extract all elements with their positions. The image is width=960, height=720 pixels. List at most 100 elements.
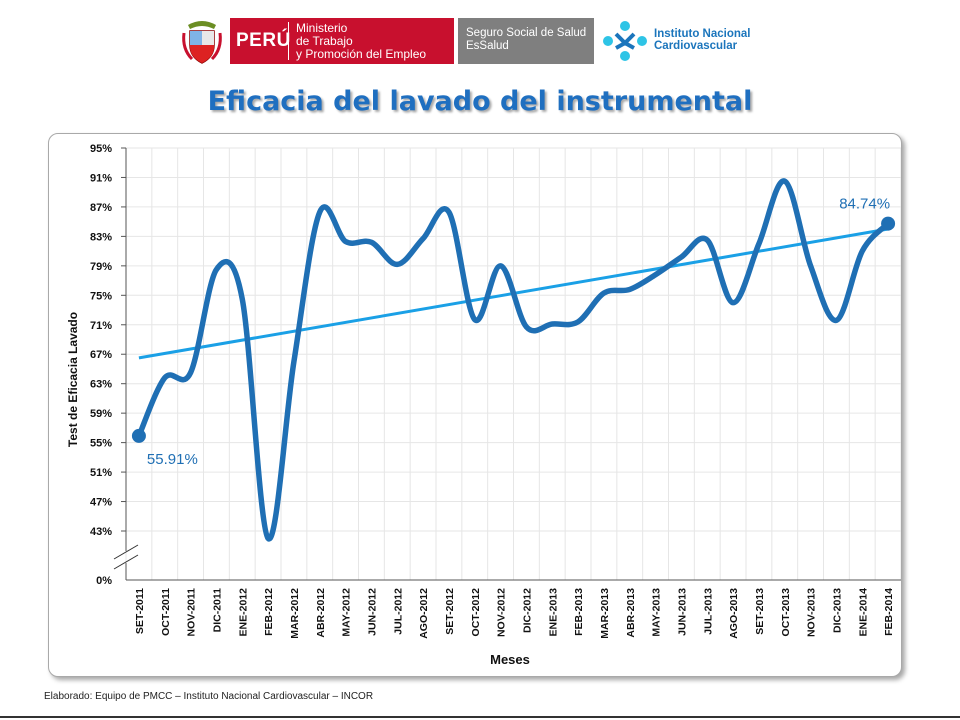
y-tick-label: 51% [90,467,112,479]
data-point [421,236,426,241]
y-tick-label: 43% [90,526,112,538]
x-tick-label: SET-2013 [754,588,766,635]
data-point [317,210,322,215]
bottom-rule [0,716,960,718]
data-point [653,272,658,277]
series-line [136,178,891,542]
x-tick-label: NOV-2012 [496,588,508,637]
x-tick-label: ENE-2012 [237,588,249,637]
axis-break-mark [113,544,139,560]
x-tick-label: AGO-2013 [728,588,740,639]
x-tick-label: FEB-2013 [573,588,585,636]
x-tick-label: OCT-2012 [470,588,482,637]
data-point-marker [881,216,896,231]
x-tick-label: MAY-2012 [341,588,353,637]
incor-cross-icon [603,21,647,61]
y-tick-label: 91% [90,172,112,184]
data-point [808,263,813,268]
incor-line-2: Cardiovascular [654,40,738,52]
data-point [860,249,865,254]
x-tick-label: JUN-2012 [366,588,378,636]
x-tick-label: NOV-2011 [186,588,198,637]
x-tick-label: JUN-2013 [676,588,688,636]
x-tick-label: MAR-2012 [289,588,301,639]
y-tick-label: 87% [90,202,112,214]
data-point [782,179,787,184]
data-point [214,267,219,272]
x-tick-label: OCT-2011 [160,588,172,636]
ministry-line-3: y Promoción del Empleo [296,47,427,61]
data-point [472,317,477,322]
ministry-name: Ministerio de Trabajo y Promoción del Em… [296,22,426,61]
y-tick-label: 79% [90,261,112,273]
data-point [601,291,606,296]
peru-label: PERÚ [236,30,291,51]
data-point [576,319,581,324]
y-tick-label-zero: 0% [96,575,112,587]
y-tick-label: 67% [90,349,112,361]
line-chart: 43% 47% 51% 55% 59% 63% 67% 71% 75% 79% 83% 87% 91% 9… [66,143,901,667]
page-title: Eficacia del lavado del instrumental [207,86,753,117]
x-tick-label: ENE-2014 [857,588,869,637]
x-tick-label: OCT-2013 [780,588,792,637]
data-point [679,255,684,260]
data-point [446,210,451,215]
data-point [834,318,839,323]
x-tick-label: DIC-2012 [521,588,533,633]
data-point [627,287,632,292]
x-tick-label: DIC-2013 [831,588,843,633]
ministry-logo: PERÚ Ministerio de Trabajo y Promoción d… [230,18,454,64]
data-point [705,238,710,243]
x-tick-label: ABR-2013 [625,588,637,638]
x-tick-label: SET-2012 [444,588,456,635]
y-tick-label: 71% [90,320,112,332]
data-point [756,241,761,246]
ministry-line-1: Ministerio [296,21,348,35]
data-point [291,359,296,364]
essalud-line-2: EsSalud [466,40,509,52]
coat-of-arms-icon [182,21,222,64]
x-tick-label: NOV-2013 [806,588,818,637]
logo-divider [288,22,289,60]
y-tick-label: 95% [90,143,112,155]
x-tick-label: ABR-2012 [315,588,327,638]
data-label: 55.91% [147,451,198,468]
data-point [240,296,245,301]
x-tick-label: SET-2011 [134,588,146,634]
data-label: 84.74% [839,196,890,213]
data-point [343,239,348,244]
essalud-logo: Seguro Social de Salud EsSalud [458,18,594,64]
data-point [395,262,400,267]
data-point [188,370,193,375]
data-point [266,536,271,541]
y-tick-label: 47% [90,497,112,509]
x-tick-label: FEB-2014 [883,588,895,636]
data-point [524,324,529,329]
y-tick-label: 59% [90,408,112,420]
x-tick-label: MAY-2013 [651,588,663,637]
data-point [731,300,736,305]
ministry-line-2: de Trabajo [296,34,353,48]
y-tick-label: 75% [90,290,112,302]
data-point [162,375,167,380]
x-tick-label: JUL-2012 [392,588,404,635]
x-axis-title: Meses [490,652,530,667]
x-tick-label: MAR-2013 [599,588,611,639]
y-tick-label: 63% [90,379,112,391]
chart-panel: 43% 47% 51% 55% 59% 63% 67% 71% 75% 79% 83% 87% 91% 9… [48,133,902,677]
data-point [498,263,503,268]
x-tick-label: FEB-2012 [263,588,275,636]
y-axis-title: Test de Eficacia Lavado [66,312,80,447]
incor-name: Instituto Nacional Cardiovascular [654,28,750,52]
data-point [550,322,555,327]
footer-credit: Elaborado: Equipo de PMCC – Instituto Na… [44,691,374,702]
y-tick-label: 55% [90,438,112,450]
x-tick-label: DIC-2011 [211,588,223,633]
data-point-marker [131,428,146,443]
y-tick-label: 83% [90,231,112,243]
data-point [369,240,374,245]
axis-break-mark [113,554,139,570]
header-logos: PERÚ Ministerio de Trabajo y Promoción d… [176,16,766,66]
x-tick-label: AGO-2012 [418,588,430,639]
incor-line-1: Instituto Nacional [654,28,751,40]
